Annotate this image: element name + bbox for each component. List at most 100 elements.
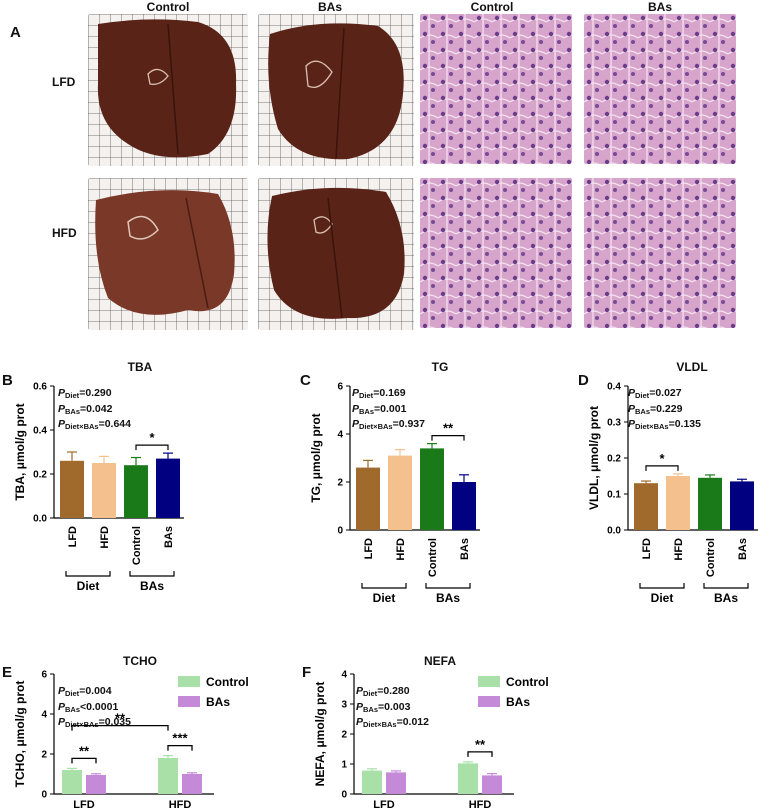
sig-label: ** [475, 737, 486, 752]
x-tick-label: Control [705, 538, 717, 577]
y-tick-label: 6 [337, 382, 343, 393]
sig-bracket [167, 744, 193, 751]
legend-label-bas: BAs [206, 695, 230, 709]
bar-bas [730, 481, 754, 530]
chart-title-tba: TBA [127, 360, 153, 374]
x-tick-label: HFD [99, 526, 111, 549]
x-tick-label: HFD [169, 799, 192, 811]
liver-photo-lfd-bas [258, 14, 414, 166]
col-head-he-control: Control [470, 0, 514, 14]
bar-hfd [92, 463, 116, 518]
group-label-bas: BAs [140, 579, 164, 593]
y-axis-label: TCHO, μmol/g prot [13, 681, 27, 788]
y-tick-label: 1 [341, 760, 347, 771]
he-stain-hfd-bas [584, 178, 736, 328]
legend-label-bas: BAs [506, 695, 530, 709]
bracket-bas [129, 571, 175, 577]
bar-lfd [356, 467, 380, 530]
x-tick-label: HFD [395, 538, 407, 561]
legend-swatch-control [478, 676, 500, 687]
sig-bracket [71, 724, 169, 731]
y-tick-label: 4 [341, 670, 347, 681]
y-tick-label: 4 [41, 710, 47, 721]
x-tick-label: LFD [67, 526, 79, 547]
group-label-diet: Diet [651, 591, 674, 605]
chart-tg: 0 2 4 6 TG, μmol/g prot LFD HFD Control BAs Diet B… [309, 382, 480, 605]
legend-swatch-control [178, 676, 200, 687]
chart-tba: 0.0 0.2 0.4 0.6 TBA, μmol/g prot LFD HFD Contro… [13, 382, 184, 593]
chart-title-tcho: TCHO [123, 654, 157, 668]
y-tick-label: 0 [341, 790, 347, 801]
chart-nefa: 0 1 2 3 4 NEFA, μmol/g prot LFD HFD Control BAs ** [313, 670, 549, 811]
y-tick-label: 0.0 [33, 514, 47, 525]
stats-nefa: PDiet=0.280 PBAs=0.003 PDiet×BAs=0.012 [356, 685, 429, 730]
legend-label-control: Control [506, 675, 549, 689]
stats-vldl: PDiet=0.027 PBAs=0.229 PDiet×BAs=0.135 [628, 387, 701, 432]
bar-bas-lfd [86, 775, 106, 794]
liver-photo-lfd-control [88, 14, 248, 166]
sig-bracket [71, 757, 97, 764]
chart-title-tg: TG [431, 360, 449, 374]
panel-a-letter: A [10, 24, 21, 41]
he-stain-lfd-control [420, 14, 572, 164]
x-tick-label: LFD [373, 799, 394, 811]
x-tick-label: BAs [737, 538, 749, 560]
y-tick-label: 0.4 [607, 382, 621, 393]
y-tick-label: 2 [41, 750, 47, 761]
sig-label: ** [79, 743, 90, 758]
y-axis-label: NEFA, μmol/g prot [313, 682, 327, 787]
sig-label: *** [172, 731, 188, 746]
col-head-liver-bas: BAs [317, 0, 342, 14]
he-stain-lfd-bas [584, 14, 736, 164]
x-tick-label: Control [131, 526, 143, 565]
he-stain-hfd-control [420, 178, 572, 328]
legend-swatch-bas [478, 696, 500, 707]
legend-swatch-bas [178, 696, 200, 707]
bar-bas-hfd [182, 774, 202, 794]
x-tick-label: LFD [73, 799, 94, 811]
y-axis-label: TBA, μmol/g prot [13, 403, 27, 500]
y-axis-label: VLDL, μmol/g prot [587, 406, 601, 510]
bar-lfd [634, 483, 658, 530]
chart-title-vldl: VLDL [676, 360, 708, 374]
y-tick-label: 0.0 [607, 526, 621, 537]
y-tick-label: 0.6 [33, 382, 47, 393]
row-head-lfd: LFD [52, 75, 76, 89]
bar-lfd [60, 460, 84, 518]
y-tick-label: 6 [41, 670, 47, 681]
bar-bas [156, 458, 180, 518]
sig-bracket [467, 751, 493, 757]
bracket-diet [361, 583, 407, 589]
group-label-bas: BAs [436, 591, 460, 605]
panel-e-letter: E [2, 664, 13, 681]
y-tick-label: 4 [337, 430, 343, 441]
group-label-diet: Diet [373, 591, 396, 605]
sig-label: ** [443, 421, 454, 436]
sig-label: * [149, 430, 155, 445]
x-tick-label: BAs [163, 526, 175, 548]
bar-control-hfd [458, 763, 478, 794]
x-tick-label: HFD [469, 799, 492, 811]
bar-control [698, 477, 722, 530]
bar-hfd [666, 476, 690, 530]
panel-b-letter: B [2, 372, 13, 389]
y-tick-label: 2 [341, 730, 347, 741]
bar-bas-hfd [482, 775, 502, 794]
y-tick-label: 3 [341, 700, 347, 711]
chart-title-nefa: NEFA [423, 654, 456, 668]
bracket-diet [639, 583, 685, 589]
y-tick-label: 0 [41, 790, 47, 801]
bar-bas-lfd [386, 772, 406, 794]
y-tick-label: 0.2 [607, 454, 621, 465]
group-label-diet: Diet [77, 579, 100, 593]
col-head-he-bas: BAs [647, 0, 672, 14]
bracket-bas [425, 583, 471, 589]
legend-label-control: Control [206, 675, 249, 689]
y-tick-label: 0.3 [607, 418, 621, 429]
sig-label: ** [115, 711, 126, 726]
panel-f-letter: F [302, 664, 312, 681]
row-head-hfd: HFD [52, 226, 77, 240]
y-tick-label: 0 [337, 526, 343, 537]
bar-hfd [388, 455, 412, 530]
chart-vldl: 0.0 0.1 0.2 0.3 0.4 VLDL, μmol/g prot LFD HFD Co… [587, 382, 758, 605]
